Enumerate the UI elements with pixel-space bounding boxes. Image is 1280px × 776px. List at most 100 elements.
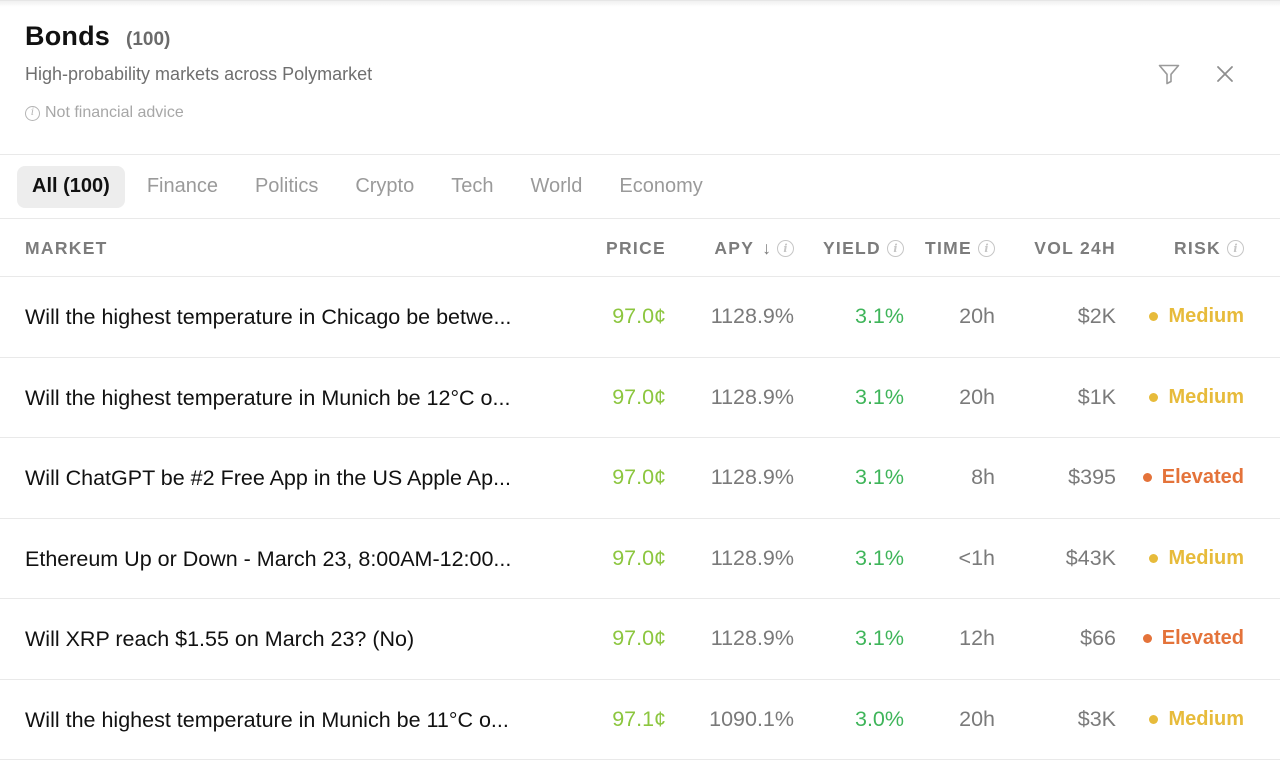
price-value: 97.0¢ [612,384,666,409]
risk-dot-icon [1142,473,1152,483]
column-label-vol: VOL 24H [1034,237,1116,258]
market-name: Will the highest temperature in Munich b… [25,707,509,732]
filter-icon [1158,64,1180,85]
table-row[interactable]: Will the highest temperature in Munich b… [0,680,1280,760]
page-subtitle: High-probability markets across Polymark… [25,64,373,84]
risk-dot-icon [1149,714,1159,724]
tab-all[interactable]: All (100) [17,165,125,208]
sort-descending-icon: ↓ [762,237,771,258]
risk-label: Medium [1168,305,1244,328]
table-row[interactable]: Will XRP reach $1.55 on March 23? (No) 9… [0,599,1280,680]
apy-value: 1128.9% [710,465,794,490]
price-value: 97.0¢ [612,304,666,329]
time-value: 8h [971,465,995,490]
yield-value: 3.1% [854,545,904,570]
price-value: 97.0¢ [612,545,666,570]
tab-economy[interactable]: Economy [619,175,703,197]
column-header-vol[interactable]: VOL 24H [1034,219,1116,277]
price-value: 97.0¢ [612,465,666,490]
risk-badge: Elevated [1142,599,1244,679]
apy-value: 1128.9% [710,384,794,409]
risk-dot-icon [1149,392,1159,402]
close-icon [1217,66,1233,82]
column-header-time[interactable]: TIME i [925,219,995,277]
column-header-apy[interactable]: APY ↓ i [714,219,794,277]
risk-label: Elevated [1161,627,1244,650]
apy-value: 1128.9% [710,304,794,329]
time-value: 20h [959,304,995,329]
table-row[interactable]: Will the highest temperature in Chicago … [0,277,1280,358]
yield-value: 3.1% [854,626,904,651]
column-header-yield[interactable]: YIELD i [823,219,904,277]
table-header: MARKET PRICE APY ↓ i YIELD i TIME i VOL … [0,219,1280,277]
price-value: 97.0¢ [612,626,666,651]
column-label-market: MARKET [25,237,108,258]
time-value: 12h [959,626,995,651]
info-icon: i [25,105,40,121]
markets-table: MARKET PRICE APY ↓ i YIELD i TIME i VOL … [0,219,1280,760]
column-header-risk[interactable]: RISK i [1174,219,1244,277]
market-name: Will the highest temperature in Munich b… [25,385,511,410]
filter-button[interactable] [1156,61,1182,87]
risk-dot-icon [1149,312,1159,322]
table-row[interactable]: Will the highest temperature in Munich b… [0,358,1280,438]
risk-label: Medium [1168,546,1244,569]
info-icon[interactable]: i [1227,239,1244,257]
panel-header: Bonds (100) High-probability markets acr… [0,1,1280,155]
market-name: Will XRP reach $1.55 on March 23? (No) [25,627,415,651]
yield-value: 3.1% [854,465,904,490]
volume-value: $43K [1065,545,1116,570]
disclaimer-text: Not financial advice [45,104,184,121]
tab-tech[interactable]: Tech [451,175,494,197]
risk-badge: Medium [1149,680,1244,760]
column-header-market[interactable]: MARKET [25,219,108,277]
disclaimer: i Not financial advice [25,104,184,122]
table-row[interactable]: Will ChatGPT be #2 Free App in the US Ap… [0,438,1280,519]
info-icon[interactable]: i [777,239,794,257]
table-row[interactable]: Ethereum Up or Down - March 23, 8:00AM-1… [0,519,1280,599]
close-button[interactable] [1212,61,1238,87]
info-icon[interactable]: i [887,239,904,257]
tab-crypto[interactable]: Crypto [355,175,415,197]
category-tabs: All (100) Finance Politics Crypto Tech W… [0,155,1280,219]
time-value: <1h [958,545,995,570]
volume-value: $2K [1077,304,1116,329]
column-label-risk: RISK [1173,237,1221,258]
column-label-price: PRICE [606,237,666,258]
risk-badge: Medium [1149,519,1244,599]
apy-value: 1128.9% [710,545,794,570]
column-label-apy: APY [714,237,755,258]
price-value: 97.1¢ [612,706,666,731]
risk-label: Medium [1168,385,1244,408]
page-title: Bonds [25,21,110,51]
risk-badge: Elevated [1142,438,1244,518]
volume-value: $1K [1077,384,1116,409]
market-name: Will the highest temperature in Chicago … [25,305,512,329]
tab-finance[interactable]: Finance [146,175,218,197]
risk-dot-icon [1142,634,1152,644]
volume-value: $395 [1068,465,1116,490]
market-count: (100) [126,29,171,50]
yield-value: 3.0% [854,706,904,731]
risk-label: Elevated [1161,466,1244,489]
volume-value: $3K [1077,706,1116,731]
time-value: 20h [959,384,995,409]
apy-value: 1128.9% [710,626,794,651]
column-label-yield: YIELD [822,237,881,258]
tab-world[interactable]: World [530,175,583,197]
tab-politics[interactable]: Politics [254,175,319,197]
column-header-price[interactable]: PRICE [606,219,666,277]
time-value: 20h [959,706,995,731]
risk-dot-icon [1149,553,1159,563]
title-row: Bonds (100) [25,21,170,52]
apy-value: 1090.1% [709,706,794,731]
info-icon[interactable]: i [978,239,995,257]
market-name: Ethereum Up or Down - March 23, 8:00AM-1… [25,546,512,571]
column-label-time: TIME [924,237,972,258]
risk-badge: Medium [1149,358,1244,438]
yield-value: 3.1% [854,304,904,329]
header-actions [1156,61,1238,87]
yield-value: 3.1% [854,384,904,409]
risk-label: Medium [1168,707,1244,730]
